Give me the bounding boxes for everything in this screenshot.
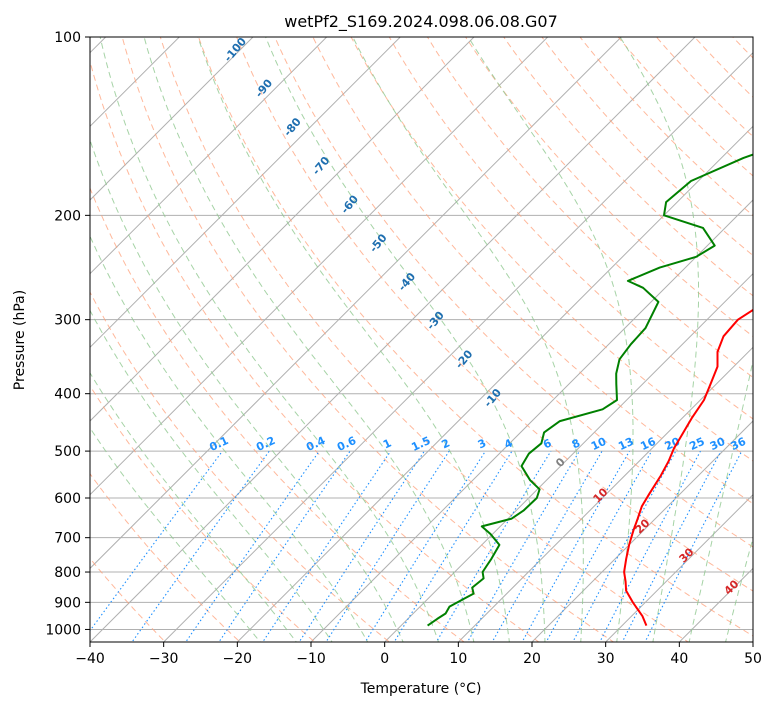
isotherm-line <box>90 37 549 496</box>
isotherm-line <box>531 420 753 642</box>
mixing-ratio-label: 16 <box>638 435 658 453</box>
dewpoint-profile <box>427 153 753 627</box>
isotherm-line <box>90 37 328 275</box>
x-tick-label: 40 <box>670 651 688 667</box>
moist-adiabat-line <box>90 138 404 642</box>
mixing-ratio-label: 13 <box>616 435 635 453</box>
y-tick-label: 100 <box>54 30 81 46</box>
x-tick-label: 10 <box>449 651 467 667</box>
dry-adiabat-line <box>236 37 753 592</box>
isotherm-line <box>90 37 181 128</box>
y-tick-label: 700 <box>54 531 81 547</box>
mixing-ratio-label: 20 <box>663 435 683 453</box>
x-tick-label: 0 <box>380 651 389 667</box>
y-tick-label: 600 <box>54 491 81 507</box>
mixing-ratio-label: 30 <box>708 435 728 453</box>
x-tick-label: 30 <box>597 651 615 667</box>
dry-adiabat-line <box>90 186 465 642</box>
x-tick-label: −40 <box>75 651 105 667</box>
dry-adiabat-line <box>197 37 753 637</box>
dry-adiabat-line <box>90 59 540 642</box>
x-tick-label: −30 <box>149 651 179 667</box>
mixing-ratio-line <box>298 450 425 642</box>
mixing-ratio-label: 10 <box>589 435 609 453</box>
mixing-ratio-label: 25 <box>687 435 706 453</box>
dry-adiabat-line <box>90 291 391 642</box>
x-tick-label: 50 <box>744 651 762 667</box>
dry-adiabat-line <box>90 472 241 642</box>
y-tick-label: 800 <box>54 565 81 581</box>
y-axis-label: Pressure (hPa) <box>12 290 28 390</box>
x-tick-label: 20 <box>523 651 541 667</box>
sounding-profiles <box>427 153 753 627</box>
mixing-ratio-line <box>364 450 486 642</box>
isotherm-line <box>457 346 753 642</box>
x-tick-label: −10 <box>296 651 326 667</box>
dry-adiabat-line <box>90 384 316 642</box>
moist-adiabat-line <box>90 371 297 642</box>
mixing-ratio-line <box>435 450 552 642</box>
dry-adiabat-line <box>388 37 753 420</box>
plot-area: 0.1 0.2 0.4 0.6 1 1.5 2 3 4 6 8 10 13 16 20 25 30 36-100-… <box>90 37 753 642</box>
axes: −40 −30 −20 −10 0 10 20 30 40 50 1000 900 800 700 600 5… <box>45 30 762 667</box>
moist-adiabat-line <box>90 309 333 642</box>
y-tick-label: 500 <box>54 444 81 460</box>
moist-adiabat-line <box>99 37 440 642</box>
mixing-ratio-line <box>325 450 450 642</box>
moist-adiabat-line <box>725 536 753 642</box>
mixing-ratio-line <box>262 450 392 642</box>
moist-adiabat-line <box>90 427 261 642</box>
dry-adiabat-line <box>312 37 753 505</box>
y-tick-label: 900 <box>54 595 81 611</box>
temperature-profile <box>623 308 753 626</box>
x-axis-label: Temperature (°C) <box>360 681 482 697</box>
isotherm-line <box>236 125 753 642</box>
moist-adiabat-line <box>467 37 634 642</box>
isotherm-line <box>90 37 623 570</box>
isotherm-line <box>90 37 254 201</box>
moist-adiabat-line <box>90 235 369 642</box>
isotherm-line <box>90 37 696 642</box>
y-tick-label: 200 <box>54 208 81 224</box>
moist-adiabat-line <box>197 37 510 642</box>
chart-title: wetPf2_S169.2024.098.06.08.G07 <box>284 12 558 32</box>
y-tick-label: 300 <box>54 313 81 329</box>
dry-adiabat-line <box>274 37 753 548</box>
mixing-ratio-line <box>218 450 351 642</box>
y-tick-label: 400 <box>54 387 81 403</box>
moist-adiabat-line <box>265 37 546 642</box>
isotherm-line <box>90 37 402 349</box>
isotherm-line <box>90 37 475 422</box>
moist-adiabat-line <box>688 358 753 642</box>
plot-frame <box>89 36 754 643</box>
mixing-ratio-line <box>545 450 653 642</box>
mixing-ratio-line <box>491 450 603 642</box>
mixing-ratio-line <box>393 450 513 642</box>
mixing-ratio-label: 36 <box>729 435 749 453</box>
moist-adiabat-line <box>352 37 584 642</box>
isotherm-line <box>604 493 753 642</box>
x-tick-label: −20 <box>223 651 253 667</box>
dry-adiabat-line <box>121 37 615 642</box>
dry-adiabat-line <box>350 37 753 462</box>
mixing-ratio-line <box>599 450 701 642</box>
moist-adiabat-line <box>619 37 699 642</box>
mixing-ratio-line <box>131 450 270 642</box>
moist-adiabat-line <box>143 37 475 642</box>
mixing-ratio-line <box>466 450 580 642</box>
mixing-ratio-line <box>572 450 677 642</box>
y-tick-label: 1000 <box>45 622 81 638</box>
isotherm-line <box>310 199 753 642</box>
dry-adiabat-line <box>159 37 690 642</box>
